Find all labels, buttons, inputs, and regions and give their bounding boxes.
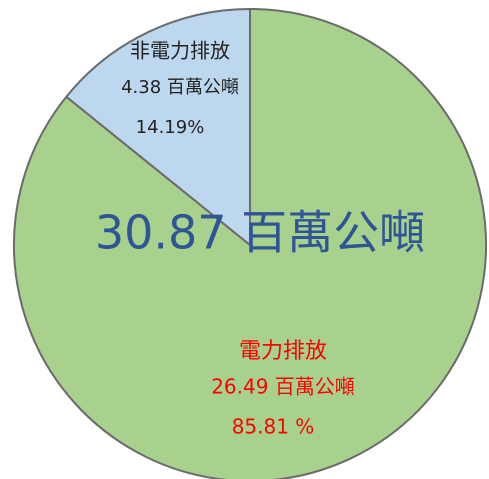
slice-label: 電力排放: [239, 339, 327, 364]
pie: [13, 7, 487, 479]
total-annotation: 30.87 百萬公噸: [95, 206, 425, 260]
slice-amount: 4.38 百萬公噸: [121, 77, 239, 98]
slice-label: 非電力排放: [130, 39, 230, 63]
slice-percent: 14.19%: [136, 117, 205, 138]
slice-percent: 85.81 %: [232, 415, 315, 439]
pie-slice: [64, 7, 251, 248]
slice-amount: 26.49 百萬公噸: [211, 375, 355, 399]
